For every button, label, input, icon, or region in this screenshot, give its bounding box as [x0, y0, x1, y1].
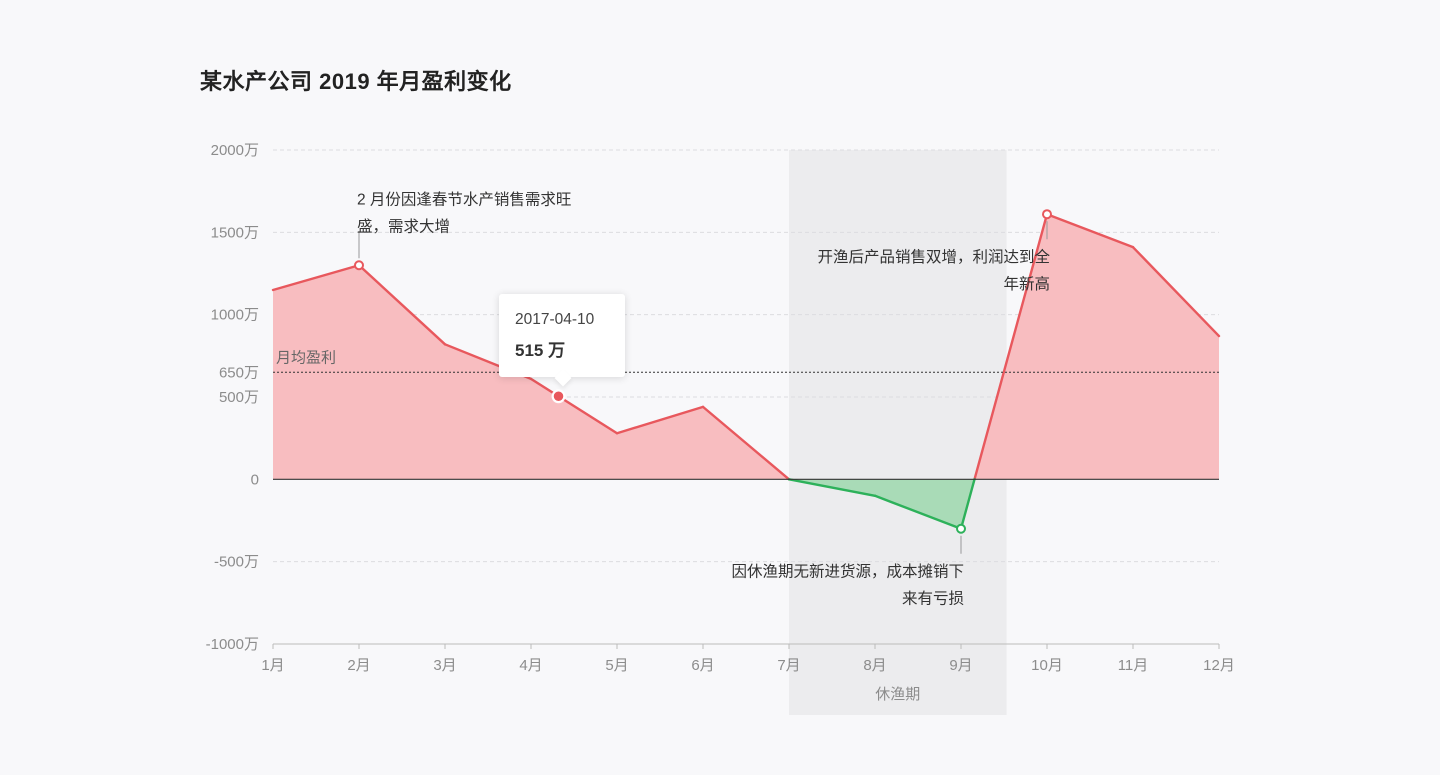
tooltip: 2017-04-10 515 万 [499, 294, 625, 377]
positive-area [273, 265, 789, 480]
positive-line-segment [1131, 245, 1221, 338]
annotation-text: 2 月份因逢春节水产销售需求旺 [357, 190, 571, 208]
positive-line-segment [357, 264, 447, 346]
x-tick-label: 10月 [1031, 657, 1063, 674]
annotation-text: 来有亏损 [902, 590, 964, 608]
positive-line-segment [973, 213, 1049, 481]
shaded-region-layer: 休渔期 [789, 150, 1007, 715]
x-tick-label: 9月 [949, 657, 972, 674]
annotation-layer: 2 月份因逢春节水产销售需求旺盛，需求大增因休渔期无新进货源，成本摊销下来有亏损… [357, 190, 1050, 607]
positive-area [974, 214, 1219, 480]
x-tick-label: 11月 [1118, 657, 1149, 674]
annotation-text: 因休渔期无新进货源，成本摊销下 [731, 563, 964, 581]
point-layer [354, 209, 1052, 534]
hover-point [552, 390, 565, 403]
annotation-text: 盛，需求大增 [357, 217, 450, 235]
annotated-point [956, 523, 966, 534]
annotated-point [1042, 209, 1052, 220]
annotation-text: 年新高 [1003, 275, 1050, 293]
y-tick-label: 1000万 [211, 307, 259, 324]
x-tick-label: 2月 [347, 657, 370, 674]
negative-line-segment [787, 478, 877, 497]
x-tick-label: 12月 [1203, 657, 1235, 674]
x-tick-label: 8月 [863, 657, 886, 674]
tooltip-value: 515 万 [515, 341, 566, 360]
positive-line-segment [701, 405, 791, 481]
y-tick-label: 2000万 [211, 142, 259, 159]
x-tick-label: 7月 [777, 657, 800, 674]
x-tick-label: 4月 [519, 657, 542, 674]
chart-title: 某水产公司 2019 年月盈利变化 [200, 69, 512, 94]
y-tick-label: -1000万 [206, 636, 259, 653]
x-tick-label: 5月 [605, 657, 628, 674]
reference-line-layer: 月均盈利 [273, 349, 1219, 373]
negative-line-segment [873, 494, 963, 530]
tooltip-date: 2017-04-10 [515, 311, 595, 328]
annotated-point [354, 260, 364, 271]
x-tick-label: 6月 [691, 657, 714, 674]
positive-line-segment [271, 264, 361, 292]
shaded-region-label: 休渔期 [875, 686, 920, 703]
y-tick-label: 0 [251, 471, 259, 488]
negative-line-segment [959, 478, 976, 530]
positive-line-segment [529, 377, 619, 435]
x-tick-label: 1月 [261, 657, 284, 674]
positive-line-segment [615, 405, 705, 435]
y-tick-label: 650万 [219, 364, 259, 381]
x-tick-label: 3月 [433, 657, 456, 674]
y-tick-label: 500万 [219, 389, 259, 406]
reference-line-label: 月均盈利 [276, 349, 336, 366]
y-tick-label: 1500万 [211, 224, 259, 241]
y-tick-label: -500万 [214, 554, 259, 571]
positive-line-segment [1045, 213, 1135, 249]
series-line-layer [271, 213, 1221, 530]
annotation-text: 开渔后产品销售双增，利润达到全 [817, 248, 1050, 266]
shaded-region [789, 150, 1007, 715]
negative-area [789, 479, 975, 529]
area-layer [273, 214, 1219, 529]
